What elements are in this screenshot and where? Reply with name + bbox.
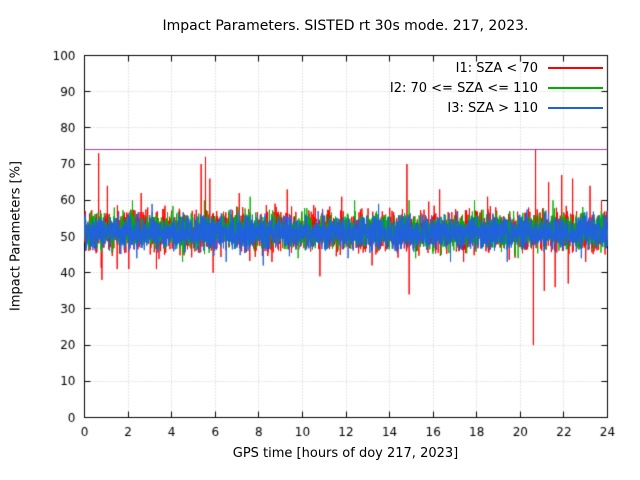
legend-label-i1: I1: SZA < 70 [455,60,538,76]
x-axis-label: GPS time [hours of doy 217, 2023] [232,446,459,461]
legend-label-i2: I2: 70 <= SZA <= 110 [389,80,538,96]
y-axis-label: Impact Parameters [%] [8,160,24,312]
legend-item: I3: SZA > 110 [390,98,603,118]
legend-swatch [548,67,603,69]
legend-swatch [548,87,603,89]
legend-swatch [548,107,603,109]
legend: I1: SZA < 70 I2: 70 <= SZA <= 110 I3: SZ… [390,58,603,118]
legend-label-i3: I3: SZA > 110 [447,100,538,116]
chart-title: Impact Parameters. SISTED rt 30s mode. 2… [162,18,529,34]
legend-item: I1: SZA < 70 [390,58,603,78]
legend-item: I2: 70 <= SZA <= 110 [390,78,603,98]
